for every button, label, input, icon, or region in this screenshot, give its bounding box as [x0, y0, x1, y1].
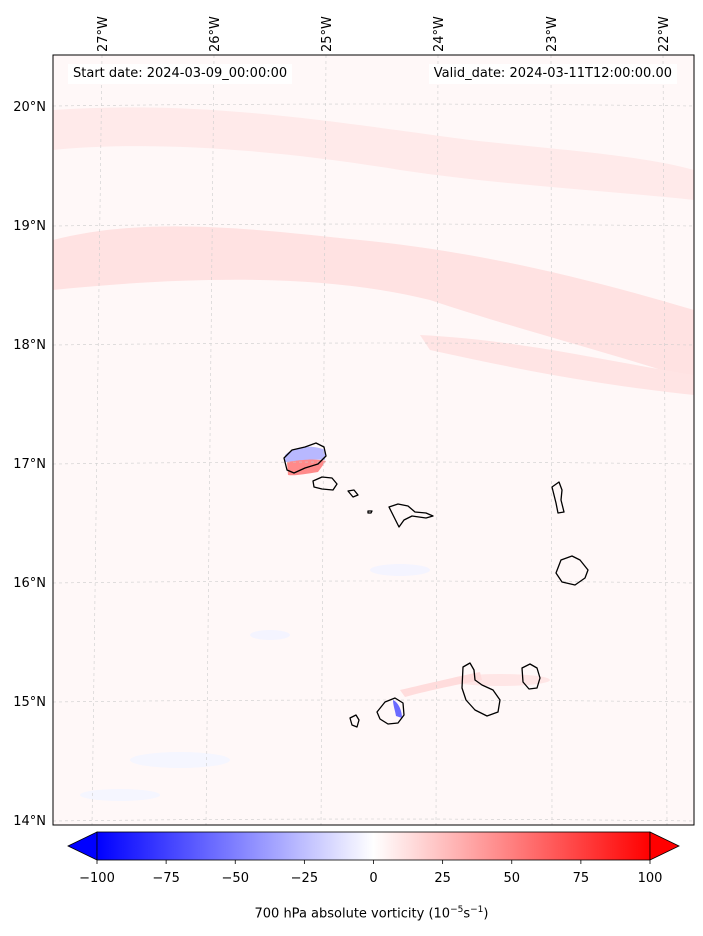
colorbar-label-main: 700 hPa absolute vorticity (10: [254, 906, 451, 922]
colorbar-label: 700 hPa absolute vorticity (10−5s−1): [0, 905, 703, 921]
lon-label-24w: 24°W: [432, 16, 447, 52]
colorbar-label-exp1: −5: [450, 905, 464, 915]
start-date-label: Start date: 2024-03-09_00:00:00: [68, 64, 293, 84]
island-fogo: [376, 697, 405, 725]
colorbar-tick-label: −25: [291, 871, 318, 886]
colorbar-tick-label: 50: [503, 871, 520, 886]
colorbar-tick-label: −100: [79, 871, 115, 886]
lat-label-14n: 14°N: [13, 814, 46, 829]
lon-label-23w: 23°W: [545, 16, 560, 52]
colorbar-tick-label: 75: [573, 871, 590, 886]
lon-label-26w: 26°W: [208, 16, 223, 52]
valid-date-label: Valid_date: 2024-03-11T12:00:00.00: [428, 64, 677, 84]
island-sal: [551, 481, 565, 514]
lon-label-25w: 25°W: [320, 16, 335, 52]
map-frame: [52, 54, 695, 826]
colorbar: −100 −75 −50 −25 0 25 50 75 100: [67, 831, 680, 886]
colorbar-tick-label: 25: [434, 871, 451, 886]
colorbar-tick-label: 0: [369, 871, 377, 886]
longitude-labels: 27°W 26°W 25°W 24°W 23°W 22°W: [96, 16, 672, 52]
lat-label-20n: 20°N: [13, 100, 46, 115]
lat-label-17n: 17°N: [13, 457, 46, 472]
lon-label-22w: 22°W: [657, 16, 672, 52]
island-sao-vicente: [312, 476, 338, 491]
colorbar-tick-label: −50: [222, 871, 249, 886]
colorbar-ticks: −100 −75 −50 −25 0 25 50 75 100: [79, 860, 662, 886]
colorbar-min-extend: [67, 831, 98, 861]
colorbar-label-end: ): [483, 906, 489, 922]
island-sao-nicolau: [388, 503, 434, 528]
colorbar-label-mid: s: [463, 906, 471, 922]
colorbar-gradient: [96, 831, 651, 861]
island-maio: [521, 663, 541, 690]
lat-label-15n: 15°N: [13, 695, 46, 710]
colorbar-tick-label: −75: [152, 871, 179, 886]
island-branco: [367, 510, 373, 514]
island-santiago: [461, 662, 501, 717]
lat-label-19n: 19°N: [13, 219, 46, 234]
colorbar-label-exp2: −1: [470, 905, 484, 915]
island-brava: [349, 714, 360, 728]
coastlines: [283, 442, 589, 728]
latitude-labels: 20°N 19°N 18°N 17°N 16°N 15°N 14°N: [13, 100, 46, 829]
island-boa-vista: [555, 555, 589, 586]
island-santa-luzia: [347, 489, 359, 498]
colorbar-tick-label: 100: [638, 871, 663, 886]
island-santo-antao: [283, 442, 327, 474]
map-gridlines: [53, 55, 694, 825]
colorbar-max-extend: [649, 831, 680, 861]
lon-label-27w: 27°W: [96, 16, 111, 52]
lat-label-16n: 16°N: [13, 576, 46, 591]
lat-label-18n: 18°N: [13, 338, 46, 353]
vorticity-field: [53, 55, 694, 825]
